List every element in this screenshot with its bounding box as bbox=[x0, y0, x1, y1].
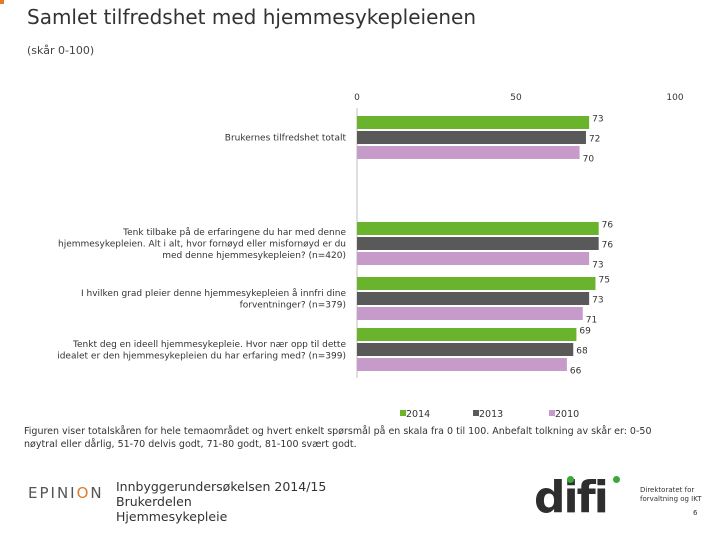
bar-value-label: 70 bbox=[583, 155, 595, 165]
category-label: med denne hjemmesykepleien? (n=420) bbox=[162, 251, 346, 261]
bar bbox=[357, 292, 590, 305]
page-number: 6 bbox=[693, 509, 698, 517]
difi-dot-icon bbox=[613, 476, 620, 483]
bar bbox=[357, 343, 574, 356]
survey-part: Brukerdelen bbox=[116, 494, 192, 509]
bar bbox=[357, 358, 567, 371]
bar bbox=[357, 237, 599, 250]
bar bbox=[357, 252, 590, 265]
corner-mark bbox=[0, 0, 4, 4]
bar-value-label: 68 bbox=[576, 347, 588, 357]
page-subtitle: (skår 0-100) bbox=[27, 44, 95, 57]
category-label: idealet er den hjemmesykepleien du har e… bbox=[57, 351, 346, 361]
survey-topic: Hjemmesykepleie bbox=[116, 509, 228, 524]
category-label: Brukernes tilfredshet totalt bbox=[225, 134, 347, 144]
legend-swatch bbox=[473, 410, 479, 416]
bar bbox=[357, 146, 580, 159]
bar-value-label: 73 bbox=[592, 261, 603, 271]
legend-swatch bbox=[400, 410, 406, 416]
x-tick-label: 0 bbox=[354, 93, 360, 103]
legend-label: 2010 bbox=[555, 409, 579, 420]
bar bbox=[357, 222, 599, 235]
bar-value-label: 71 bbox=[586, 316, 597, 326]
bar bbox=[357, 131, 586, 144]
legend-label: 2013 bbox=[479, 409, 503, 420]
bar-value-label: 72 bbox=[589, 135, 600, 145]
bar-value-label: 69 bbox=[579, 327, 591, 337]
survey-info: Innbyggerundersøkelsen 2014/15 Brukerdel… bbox=[116, 479, 326, 524]
chart-footnote: Figuren viser totalskåren for hele temao… bbox=[24, 426, 652, 450]
legend-label: 2014 bbox=[406, 409, 430, 420]
category-label: I hvilken grad pleier denne hjemmesykepl… bbox=[81, 288, 346, 299]
difi-dot-icon bbox=[567, 476, 574, 483]
difi-org-name: Direktoratet for forvaltning og IKT bbox=[640, 486, 702, 503]
bar bbox=[357, 328, 577, 341]
bar-value-label: 73 bbox=[592, 115, 603, 125]
bar-value-label: 76 bbox=[602, 221, 614, 231]
category-label: forventninger? (n=379) bbox=[240, 300, 346, 310]
bar-value-label: 76 bbox=[602, 241, 614, 251]
bar bbox=[357, 277, 596, 290]
category-label: hjemmesykepleien. Alt i alt, hvor fornøy… bbox=[58, 240, 346, 250]
bar-chart: 0 50 100 73 72 70 Brukernes tilfredshet totalt… bbox=[57, 93, 684, 420]
legend-swatch bbox=[549, 410, 555, 416]
epinion-logo: EPINION bbox=[28, 484, 104, 502]
bar bbox=[357, 116, 590, 129]
page-title: Samlet tilfredshet med hjemmesykepleiene… bbox=[27, 5, 477, 29]
bar-value-label: 75 bbox=[599, 276, 610, 286]
bar bbox=[357, 307, 583, 320]
difi-logo: difi Direktoratet for forvaltning og IKT bbox=[530, 472, 702, 523]
bar-value-label: 66 bbox=[570, 367, 582, 377]
category-label: Tenkt deg en ideell hjemmesykepleie. Hvo… bbox=[72, 340, 346, 350]
x-tick-label: 100 bbox=[666, 93, 683, 103]
bar-value-label: 73 bbox=[592, 296, 603, 306]
x-tick-label: 50 bbox=[510, 93, 522, 103]
category-label: Tenk tilbake på de erfaringene du har me… bbox=[122, 227, 346, 238]
survey-title: Innbyggerundersøkelsen 2014/15 bbox=[116, 479, 327, 494]
